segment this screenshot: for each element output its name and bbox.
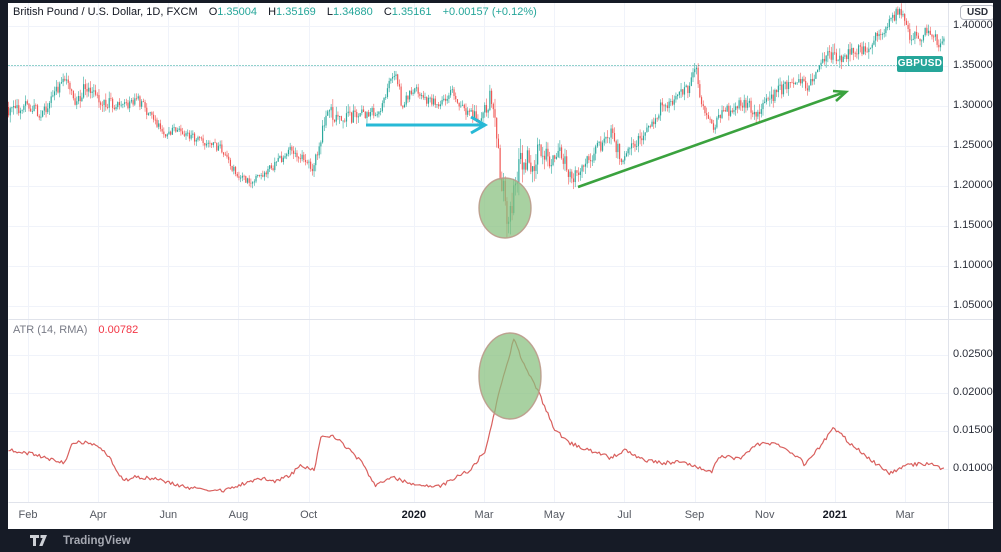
low-value: 1.34880 bbox=[332, 6, 373, 18]
close-label: C bbox=[383, 6, 392, 18]
window-border-top bbox=[0, 0, 1001, 3]
price-axis-label: 1.40000 bbox=[953, 19, 993, 31]
time-axis-label: Jun bbox=[159, 509, 178, 521]
open-value: 1.35004 bbox=[217, 6, 258, 18]
price-axis-label: 1.25000 bbox=[953, 139, 993, 151]
symbol-title[interactable]: British Pound / U.S. Dollar, 1D, FXCM bbox=[13, 6, 198, 18]
atr-axis-label: 0.01000 bbox=[953, 462, 993, 474]
change-value: +0.00157 (+0.12%) bbox=[442, 6, 537, 18]
atr-label[interactable]: ATR (14, RMA) bbox=[13, 324, 88, 336]
time-axis-label: Nov bbox=[754, 509, 775, 521]
window-border-left bbox=[0, 0, 8, 552]
time-axis-label: Mar bbox=[895, 509, 915, 521]
high-value: 1.35169 bbox=[276, 6, 316, 18]
gbpusd-symbol-badge: GBPUSD bbox=[897, 56, 943, 72]
time-axis-label: Jul bbox=[617, 509, 632, 521]
price-axis-label: 1.15000 bbox=[953, 219, 993, 231]
time-axis-label: Sep bbox=[684, 509, 705, 521]
price-axis-label: 1.30000 bbox=[953, 99, 993, 111]
price-axis-label: 1.20000 bbox=[953, 179, 993, 191]
price-axis-label: 1.10000 bbox=[953, 259, 993, 271]
tradingview-logo-icon bbox=[30, 535, 47, 546]
low-label: L bbox=[326, 6, 333, 18]
time-axis-label: 2020 bbox=[401, 509, 427, 521]
time-axis-label: Feb bbox=[18, 509, 38, 521]
window-border-right bbox=[993, 0, 1001, 552]
time-axis-label: Apr bbox=[89, 509, 107, 521]
time-axis-label: May bbox=[543, 509, 565, 521]
price-axis-label: 1.35000 bbox=[953, 59, 993, 71]
atr-indicator-header: ATR (14, RMA) 0.00782 bbox=[13, 324, 138, 336]
symbol-header: British Pound / U.S. Dollar, 1D, FXCM O1… bbox=[13, 6, 537, 18]
atr-axis-label: 0.02000 bbox=[953, 386, 993, 398]
atr-axis-label: 0.01500 bbox=[953, 424, 993, 436]
time-axis-label: Mar bbox=[474, 509, 494, 521]
tradingview-brand[interactable]: TradingView bbox=[63, 534, 131, 547]
time-axis-label: Oct bbox=[300, 509, 318, 521]
currency-usd-button[interactable]: USD bbox=[960, 5, 996, 20]
close-value: 1.35161 bbox=[391, 6, 432, 18]
price-axis-label: 1.05000 bbox=[953, 299, 993, 311]
time-axis-label: 2021 bbox=[822, 509, 848, 521]
atr-axis-label: 0.02500 bbox=[953, 348, 993, 360]
time-axis-label: Aug bbox=[228, 509, 249, 521]
high-label: H bbox=[268, 6, 277, 18]
open-label: O bbox=[208, 6, 218, 18]
footer-bar: TradingView bbox=[0, 529, 1001, 552]
atr-value: 0.00782 bbox=[98, 324, 139, 336]
